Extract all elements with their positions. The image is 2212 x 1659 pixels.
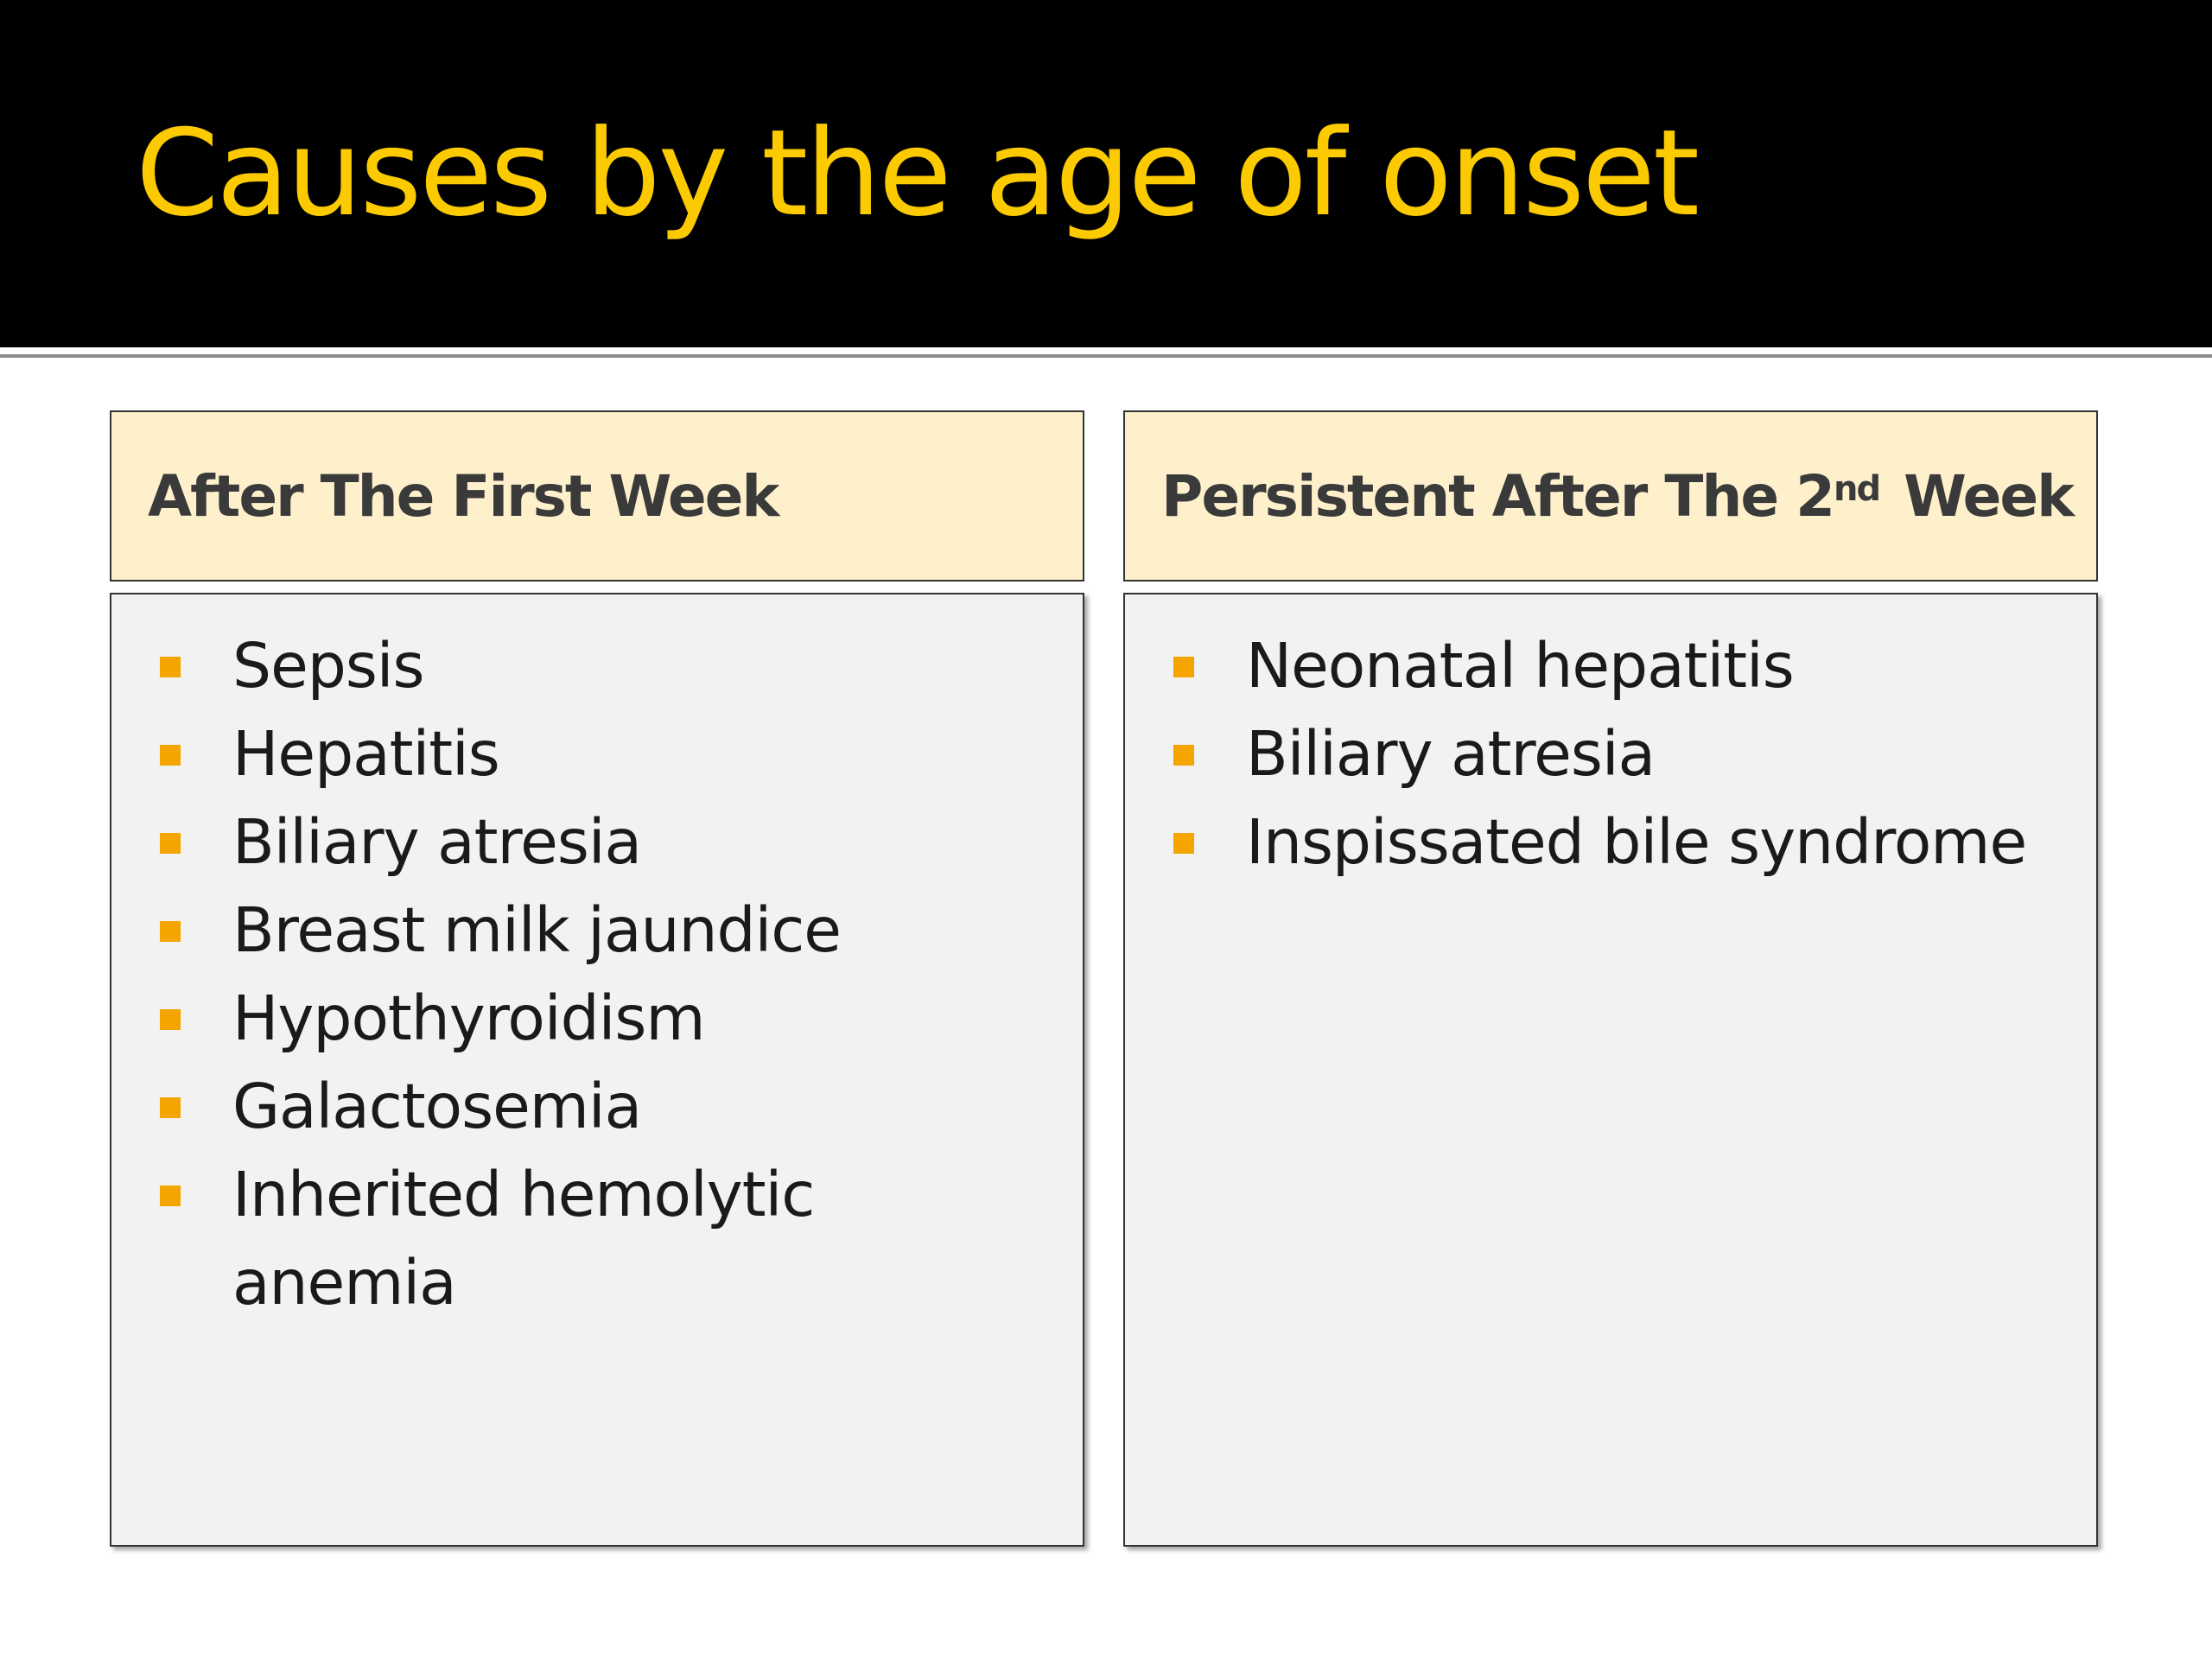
cause-list-first-week: Sepsis Hepatitis Biliary atresia Breast … bbox=[111, 622, 1083, 1327]
square-bullet-icon bbox=[160, 745, 181, 766]
list-item: Breast milk jaundice bbox=[111, 887, 1083, 975]
square-bullet-icon bbox=[160, 833, 181, 854]
list-item-text: Inherited hemolytic anemia bbox=[232, 1159, 815, 1319]
column-body-second-week: Neonatal hepatitis Biliary atresia Inspi… bbox=[1123, 593, 2098, 1547]
list-item-text: Breast milk jaundice bbox=[232, 894, 842, 966]
column-body-first-week: Sepsis Hepatitis Biliary atresia Breast … bbox=[110, 593, 1084, 1547]
list-item-text: Inspissated bile syndrome bbox=[1246, 806, 2027, 878]
title-bar bbox=[0, 0, 2212, 347]
list-item: Neonatal hepatitis bbox=[1125, 622, 2096, 710]
list-item: Hypothyroidism bbox=[111, 975, 1083, 1063]
list-item: Biliary atresia bbox=[111, 798, 1083, 887]
square-bullet-icon bbox=[1173, 745, 1194, 766]
list-item-text: Biliary atresia bbox=[232, 806, 642, 878]
list-item: Hepatitis bbox=[111, 710, 1083, 798]
list-item-text: Neonatal hepatitis bbox=[1246, 630, 1795, 702]
ordinal-superscript: nd bbox=[1834, 469, 1881, 509]
list-item: Sepsis bbox=[111, 622, 1083, 710]
title-divider bbox=[0, 354, 2212, 358]
list-item-text: Hepatitis bbox=[232, 718, 500, 790]
list-item: Inspissated bile syndrome bbox=[1125, 798, 2096, 887]
square-bullet-icon bbox=[160, 1185, 181, 1206]
column-header-first-week: After The First Week bbox=[110, 410, 1084, 582]
list-item: Biliary atresia bbox=[1125, 710, 2096, 798]
list-item: Inherited hemolytic anemia bbox=[111, 1151, 1083, 1327]
list-item-text: Biliary atresia bbox=[1246, 718, 1656, 790]
list-item-text: Hypothyroidism bbox=[232, 982, 706, 1054]
square-bullet-icon bbox=[160, 1097, 181, 1118]
column-header-label: After The First Week bbox=[148, 462, 779, 530]
slide-title: Causes by the age of onset bbox=[136, 104, 1700, 243]
square-bullet-icon bbox=[160, 1009, 181, 1030]
list-item-text: Galactosemia bbox=[232, 1071, 642, 1142]
list-item-text: Sepsis bbox=[232, 630, 425, 702]
square-bullet-icon bbox=[160, 921, 181, 942]
column-header-label-prefix: Persistent After The 2 bbox=[1161, 462, 1835, 530]
square-bullet-icon bbox=[1173, 833, 1194, 854]
column-header-label-suffix: Week bbox=[1904, 462, 2075, 530]
cause-list-second-week: Neonatal hepatitis Biliary atresia Inspi… bbox=[1125, 622, 2096, 887]
list-item: Galactosemia bbox=[111, 1063, 1083, 1151]
square-bullet-icon bbox=[160, 657, 181, 677]
square-bullet-icon bbox=[1173, 657, 1194, 677]
